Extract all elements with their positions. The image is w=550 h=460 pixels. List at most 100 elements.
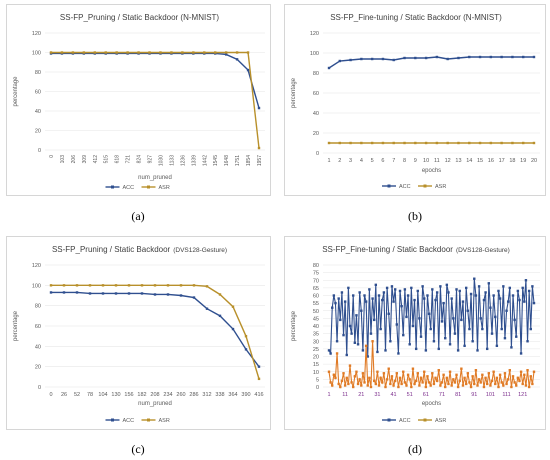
data-point-asr	[93, 51, 96, 54]
data-point-asr	[350, 381, 353, 384]
data-point-asr	[411, 367, 415, 370]
y-tick-label: 80	[313, 263, 319, 269]
data-point-acc	[435, 291, 439, 294]
data-point-acc	[372, 318, 376, 322]
data-point-asr	[405, 384, 408, 387]
data-point-acc	[397, 352, 400, 355]
data-point-acc	[500, 55, 503, 59]
data-point-acc	[429, 327, 432, 331]
x-tick-label: 21	[358, 392, 364, 398]
data-point-acc	[231, 327, 235, 331]
legend-marker-acc	[387, 184, 391, 188]
data-point-asr	[376, 370, 379, 373]
data-point-acc	[474, 294, 478, 297]
data-point-acc	[427, 312, 431, 315]
y-tick-label: 20	[313, 131, 319, 137]
chart-panel-d: SS-FP_Fine-tuning / Static Backdoor (DVS1…	[284, 236, 546, 430]
data-point-asr	[363, 381, 366, 384]
data-point-acc	[101, 292, 105, 295]
chart-svg: SS-FP_Fine-tuning / Static Backdoor (DVS1…	[291, 245, 540, 424]
chart-title-suffix: (DVS128-Gesture)	[456, 247, 510, 254]
data-point-asr	[531, 382, 534, 386]
series-line-asr	[328, 341, 535, 389]
x-tick-label: 309	[82, 155, 88, 164]
data-point-asr	[410, 385, 413, 389]
data-point-acc	[435, 55, 439, 59]
data-point-asr	[427, 381, 431, 384]
data-point-acc	[485, 347, 489, 351]
data-point-asr	[532, 141, 536, 145]
x-tick-label: 91	[471, 392, 477, 398]
data-point-asr	[104, 51, 107, 54]
data-point-acc	[495, 344, 499, 348]
series-line-asr	[51, 284, 260, 380]
data-point-asr	[368, 376, 371, 380]
data-point-acc	[393, 288, 397, 291]
data-point-asr	[203, 51, 206, 54]
data-point-acc	[406, 294, 410, 297]
data-point-asr	[348, 364, 352, 367]
data-point-asr	[88, 284, 92, 287]
y-tick-label: 40	[313, 324, 319, 330]
data-point-acc	[413, 298, 416, 302]
data-point-acc	[389, 340, 392, 343]
y-tick-label: 120	[32, 263, 41, 269]
data-point-asr	[408, 378, 411, 381]
data-point-asr	[473, 382, 476, 386]
data-point-acc	[356, 343, 360, 346]
x-tick-label: 13	[455, 158, 461, 164]
data-point-asr	[490, 379, 494, 383]
data-point-asr	[334, 376, 337, 380]
data-point-asr	[170, 51, 173, 54]
data-point-asr	[518, 379, 521, 383]
data-point-asr	[439, 384, 442, 387]
x-tick-label: 111	[502, 392, 510, 398]
x-tick-label: 51	[407, 392, 413, 398]
data-point-acc	[440, 320, 444, 323]
data-point-acc	[439, 285, 442, 288]
data-point-acc	[461, 300, 465, 303]
data-point-asr	[244, 334, 248, 338]
data-point-asr	[332, 373, 336, 376]
data-point-asr	[402, 370, 405, 373]
data-point-asr	[489, 384, 492, 387]
series-line-asr	[51, 51, 260, 149]
data-point-asr	[457, 141, 460, 145]
data-point-asr	[224, 51, 228, 54]
data-point-acc	[49, 291, 53, 294]
data-point-asr	[478, 141, 482, 145]
data-point-asr	[192, 51, 195, 54]
y-tick-label: 60	[313, 91, 319, 97]
x-tick-label: 206	[71, 155, 77, 164]
x-tick-label: 16	[488, 158, 494, 164]
data-point-acc	[355, 314, 358, 317]
data-point-acc	[426, 294, 429, 297]
data-point-asr	[465, 382, 468, 386]
data-point-asr	[511, 141, 514, 145]
x-tick-label: 4	[360, 158, 363, 164]
x-tick-label: 81	[455, 392, 461, 398]
data-point-asr	[114, 284, 118, 287]
y-tick-label: 10	[313, 370, 319, 376]
data-point-asr	[353, 375, 357, 378]
data-point-asr	[513, 381, 516, 384]
data-point-asr	[460, 367, 463, 370]
data-point-acc	[505, 309, 508, 312]
data-point-asr	[377, 384, 381, 387]
data-point-asr	[381, 141, 385, 145]
data-point-asr	[192, 284, 196, 287]
data-point-acc	[360, 57, 363, 61]
y-tick-label: 60	[35, 90, 41, 96]
data-point-acc	[411, 324, 415, 328]
data-point-acc	[489, 306, 492, 309]
x-tick-label: 1339	[191, 155, 197, 166]
data-point-asr	[392, 141, 395, 145]
data-point-asr	[246, 51, 250, 54]
data-point-acc	[235, 58, 239, 61]
data-point-asr	[426, 375, 429, 378]
data-point-acc	[447, 291, 450, 294]
data-point-asr	[418, 384, 421, 387]
data-point-acc	[511, 294, 515, 297]
data-point-asr	[338, 141, 341, 145]
x-tick-label: 1751	[235, 155, 241, 166]
